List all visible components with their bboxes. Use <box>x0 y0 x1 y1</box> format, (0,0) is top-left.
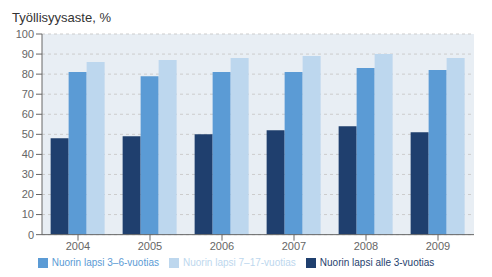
svg-text:2009: 2009 <box>426 240 450 252</box>
svg-text:2004: 2004 <box>66 240 90 252</box>
svg-text:30: 30 <box>22 168 34 180</box>
html-text:Nuorin lapsi 7–17-vuotias: Nuorin lapsi 7–17-vuotias <box>183 256 296 268</box>
svg-text:2007: 2007 <box>282 240 306 252</box>
svg-text:100: 100 <box>16 28 34 40</box>
svg-text:2006: 2006 <box>210 240 234 252</box>
svg-text:40: 40 <box>22 148 34 160</box>
html-text:Työllisyysaste, %: Työllisyysaste, % <box>12 10 111 25</box>
svg-text:20: 20 <box>22 188 34 200</box>
svg-text:2008: 2008 <box>354 240 378 252</box>
svg-text:90: 90 <box>22 48 34 60</box>
svg-text:70: 70 <box>22 88 34 100</box>
svg-text:0: 0 <box>28 229 34 241</box>
svg-text:2005: 2005 <box>138 240 162 252</box>
html-text:Nuorin lapsi alle 3-vuotias: Nuorin lapsi alle 3-vuotias <box>319 256 435 268</box>
svg-text:10: 10 <box>22 208 34 220</box>
svg-text:50: 50 <box>22 128 34 140</box>
html-text:Nuorin lapsi 3–6-vuotias: Nuorin lapsi 3–6-vuotias <box>51 256 159 268</box>
svg-text:60: 60 <box>22 108 34 120</box>
svg-text:80: 80 <box>22 68 34 80</box>
